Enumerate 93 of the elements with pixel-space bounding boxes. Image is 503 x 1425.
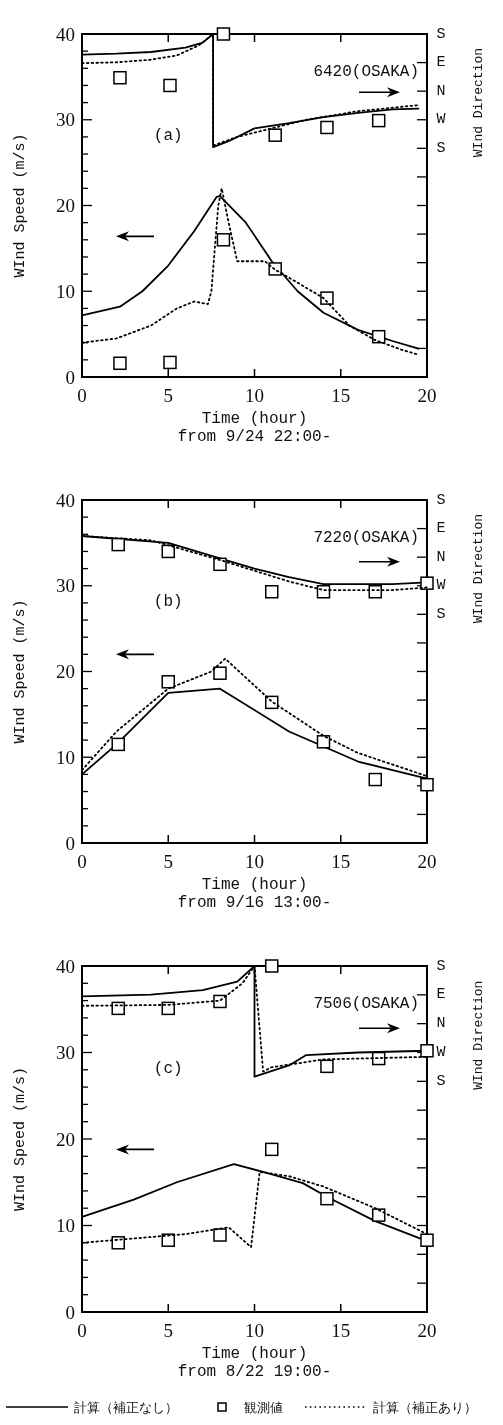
x-tick-label: 15: [331, 1320, 351, 1341]
legend-label: 計算（補正なし）: [74, 1400, 178, 1415]
y-tick-label: 0: [65, 832, 75, 854]
category-label: E: [436, 986, 446, 1004]
point: [216, 27, 231, 41]
y-tick-label: 0: [65, 366, 75, 388]
point: [371, 113, 386, 128]
point: [111, 1236, 125, 1250]
y-axis-title: WInd Speed (m/s): [12, 1066, 29, 1212]
x-tick-label: 10: [245, 385, 264, 406]
x-tick-label: 20: [417, 1320, 437, 1341]
y-tick-label: 30: [56, 1042, 75, 1063]
text: from 9/16 13:00-: [177, 894, 332, 912]
y-tick-label: 20: [56, 1128, 75, 1150]
y2-axis-title: WInd Direction: [471, 513, 486, 624]
annotation: (b): [153, 593, 183, 612]
y-tick-label: 10: [56, 746, 75, 768]
point: [113, 70, 127, 85]
point: [213, 1228, 227, 1242]
x-axis-title: Time (hour): [201, 410, 308, 428]
y-tick-label: 40: [56, 955, 75, 977]
point: [113, 356, 127, 371]
legend-label: 観測値: [244, 1400, 283, 1415]
category-label: N: [436, 82, 446, 100]
point: [216, 233, 231, 247]
point: [420, 1044, 434, 1058]
point: [163, 78, 177, 93]
y-tick-label: 10: [56, 280, 75, 302]
annotation: 7220(OSAKA): [313, 529, 419, 547]
x-tick-label: 10: [245, 851, 264, 872]
point: [111, 537, 125, 552]
x-tick-label: 15: [331, 385, 351, 406]
point: [111, 1001, 125, 1016]
y-tick-label: 10: [56, 1215, 75, 1236]
point: [420, 777, 434, 792]
x-tick-label: 20: [417, 851, 437, 872]
y-tick-label: 40: [56, 489, 75, 511]
category-label: E: [436, 54, 446, 72]
annotation: (c): [153, 1060, 183, 1079]
category-label: S: [436, 491, 446, 509]
y-tick-label: 30: [56, 109, 75, 131]
category-label: S: [436, 605, 446, 623]
annotation: (a): [153, 127, 183, 146]
point: [268, 128, 282, 142]
category-label: W: [436, 111, 446, 129]
annotation: 7506(OSAKA): [313, 995, 419, 1013]
x-axis-title: Time (hour): [201, 1345, 308, 1363]
y-tick-label: 0: [65, 1301, 75, 1323]
point: [161, 1233, 175, 1247]
x-tick-label: 5: [163, 1320, 173, 1341]
point: [320, 1191, 334, 1206]
point: [371, 1208, 386, 1222]
point: [420, 1233, 434, 1247]
x-tick-label: 5: [163, 851, 173, 872]
point: [161, 675, 175, 689]
point: [316, 735, 331, 749]
point: [320, 291, 334, 305]
category-label: N: [436, 548, 446, 566]
category-label: N: [436, 1015, 446, 1033]
category-label: S: [436, 1072, 446, 1090]
y2-axis-title: WInd Direction: [471, 47, 486, 158]
y2-axis-title: WInd Direction: [471, 980, 486, 1090]
point: [265, 585, 279, 599]
point: [368, 772, 382, 787]
x-tick-label: 20: [417, 385, 437, 406]
category-label: W: [436, 1044, 446, 1061]
point: [265, 959, 279, 973]
legend-label: 計算（補正あり）: [373, 1400, 477, 1415]
point: [163, 355, 177, 370]
category-label: S: [436, 957, 446, 975]
point: [420, 576, 434, 590]
y-tick-label: 40: [56, 23, 75, 45]
x-axis-title: Time (hour): [201, 876, 308, 894]
point: [320, 1059, 334, 1074]
x-tick-label: 5: [163, 385, 173, 406]
y-tick-label: 30: [56, 575, 75, 597]
category-label: S: [436, 139, 446, 157]
y-tick-label: 20: [56, 195, 75, 216]
y-axis-title: WInd Speed (m/s): [12, 599, 29, 744]
point: [213, 666, 227, 680]
point: [265, 1142, 279, 1157]
category-label: W: [436, 577, 446, 595]
category-label: S: [436, 25, 446, 43]
annotation: 6420(OSAKA): [313, 63, 419, 81]
x-tick-label: 15: [331, 851, 351, 872]
category-label: E: [436, 520, 446, 538]
point: [320, 120, 334, 135]
y-tick-label: 20: [56, 661, 75, 682]
point: [111, 737, 125, 752]
y-axis-title: WInd Speed (m/s): [12, 133, 29, 278]
x-tick-label: 10: [245, 1320, 264, 1341]
text: from 9/24 22:00-: [177, 428, 332, 446]
text: from 8/22 19:00-: [177, 1363, 332, 1381]
